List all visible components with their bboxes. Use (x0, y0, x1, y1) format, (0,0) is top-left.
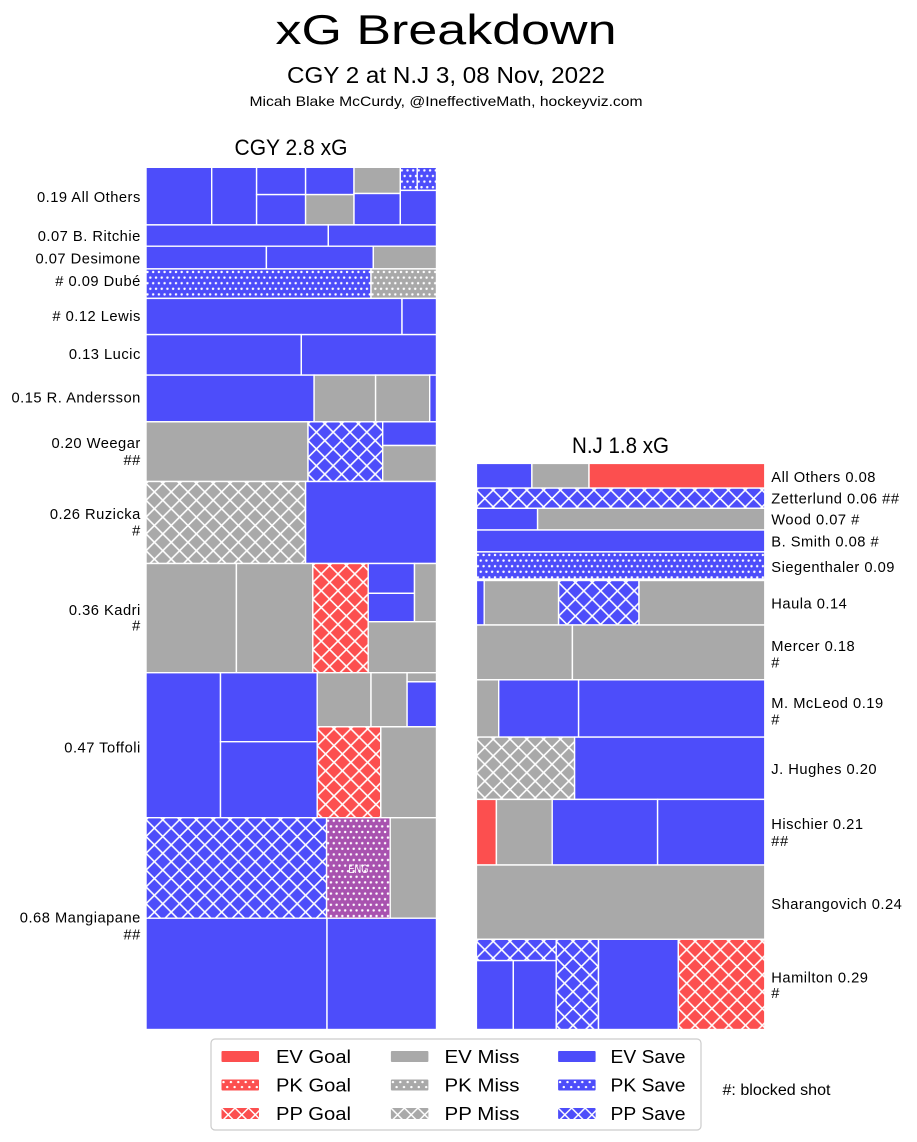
svg-text:#: blocked shot: #: blocked shot (723, 1082, 832, 1099)
svg-text:EV Goal: EV Goal (276, 1047, 351, 1067)
svg-text:PK Miss: PK Miss (445, 1075, 520, 1095)
svg-text:Zetterlund 0.06 ##: Zetterlund 0.06 ## (771, 492, 900, 508)
svg-text:Haula 0.14: Haula 0.14 (771, 597, 847, 613)
svg-text:Hamilton 0.29: Hamilton 0.29 (771, 970, 868, 986)
svg-text:N.J 1.8 xG: N.J 1.8 xG (572, 433, 669, 458)
svg-text:# 0.09 Dubé: # 0.09 Dubé (55, 274, 141, 290)
svg-text:0.07 Desimone: 0.07 Desimone (36, 251, 141, 267)
svg-text:CGY 2.8 xG: CGY 2.8 xG (235, 135, 348, 160)
svg-text:0.07 B. Ritchie: 0.07 B. Ritchie (38, 229, 141, 245)
svg-text:B. Smith 0.08 #: B. Smith 0.08 # (771, 534, 879, 550)
svg-text:0.13 Lucic: 0.13 Lucic (69, 347, 141, 363)
svg-text:0.47 Toffoli: 0.47 Toffoli (64, 741, 141, 757)
svg-text:PP Save: PP Save (611, 1104, 686, 1124)
svg-text:Wood 0.07 #: Wood 0.07 # (771, 512, 860, 528)
svg-text:J. Hughes 0.20: J. Hughes 0.20 (771, 762, 877, 778)
svg-text:PP Goal: PP Goal (276, 1104, 351, 1124)
svg-text:#: # (771, 712, 780, 728)
svg-text:ENG: ENG (348, 862, 368, 876)
svg-text:0.36 Kadri: 0.36 Kadri (69, 603, 141, 619)
svg-text:0.15 R. Andersson: 0.15 R. Andersson (11, 390, 140, 406)
svg-text:Hischier 0.21: Hischier 0.21 (771, 817, 863, 833)
svg-text:PP Miss: PP Miss (445, 1104, 520, 1124)
svg-text:EV Save: EV Save (611, 1047, 686, 1067)
svg-text:##: ## (123, 453, 141, 469)
svg-text:##: ## (771, 834, 789, 850)
svg-text:PK Save: PK Save (611, 1075, 686, 1095)
svg-text:Mercer 0.18: Mercer 0.18 (771, 639, 855, 655)
svg-text:#: # (132, 618, 141, 634)
svg-text:M. McLeod 0.19: M. McLeod 0.19 (771, 696, 883, 712)
svg-text:EV Miss: EV Miss (445, 1047, 520, 1067)
svg-text:Micah Blake McCurdy, @Ineffect: Micah Blake McCurdy, @IneffectiveMath, h… (250, 93, 643, 109)
svg-text:0.19 All Others: 0.19 All Others (37, 190, 141, 206)
svg-text:##: ## (123, 927, 141, 943)
svg-text:0.68 Mangiapane: 0.68 Mangiapane (20, 911, 141, 927)
svg-text:All Others 0.08: All Others 0.08 (771, 470, 876, 486)
svg-text:#: # (132, 524, 141, 540)
svg-text:PK Goal: PK Goal (276, 1075, 351, 1095)
svg-text:# 0.12 Lewis: # 0.12 Lewis (52, 309, 140, 325)
svg-text:xG Breakdown: xG Breakdown (276, 6, 617, 53)
svg-text:Sharangovich 0.24: Sharangovich 0.24 (771, 897, 902, 913)
svg-text:#: # (771, 986, 780, 1002)
svg-text:CGY 2 at N.J 3, 08 Nov, 2022: CGY 2 at N.J 3, 08 Nov, 2022 (287, 62, 605, 88)
svg-text:Siegenthaler 0.09: Siegenthaler 0.09 (771, 560, 895, 576)
svg-text:0.26 Ruzicka: 0.26 Ruzicka (50, 507, 141, 523)
svg-text:#: # (771, 656, 780, 672)
svg-text:0.20 Weegar: 0.20 Weegar (51, 436, 140, 452)
